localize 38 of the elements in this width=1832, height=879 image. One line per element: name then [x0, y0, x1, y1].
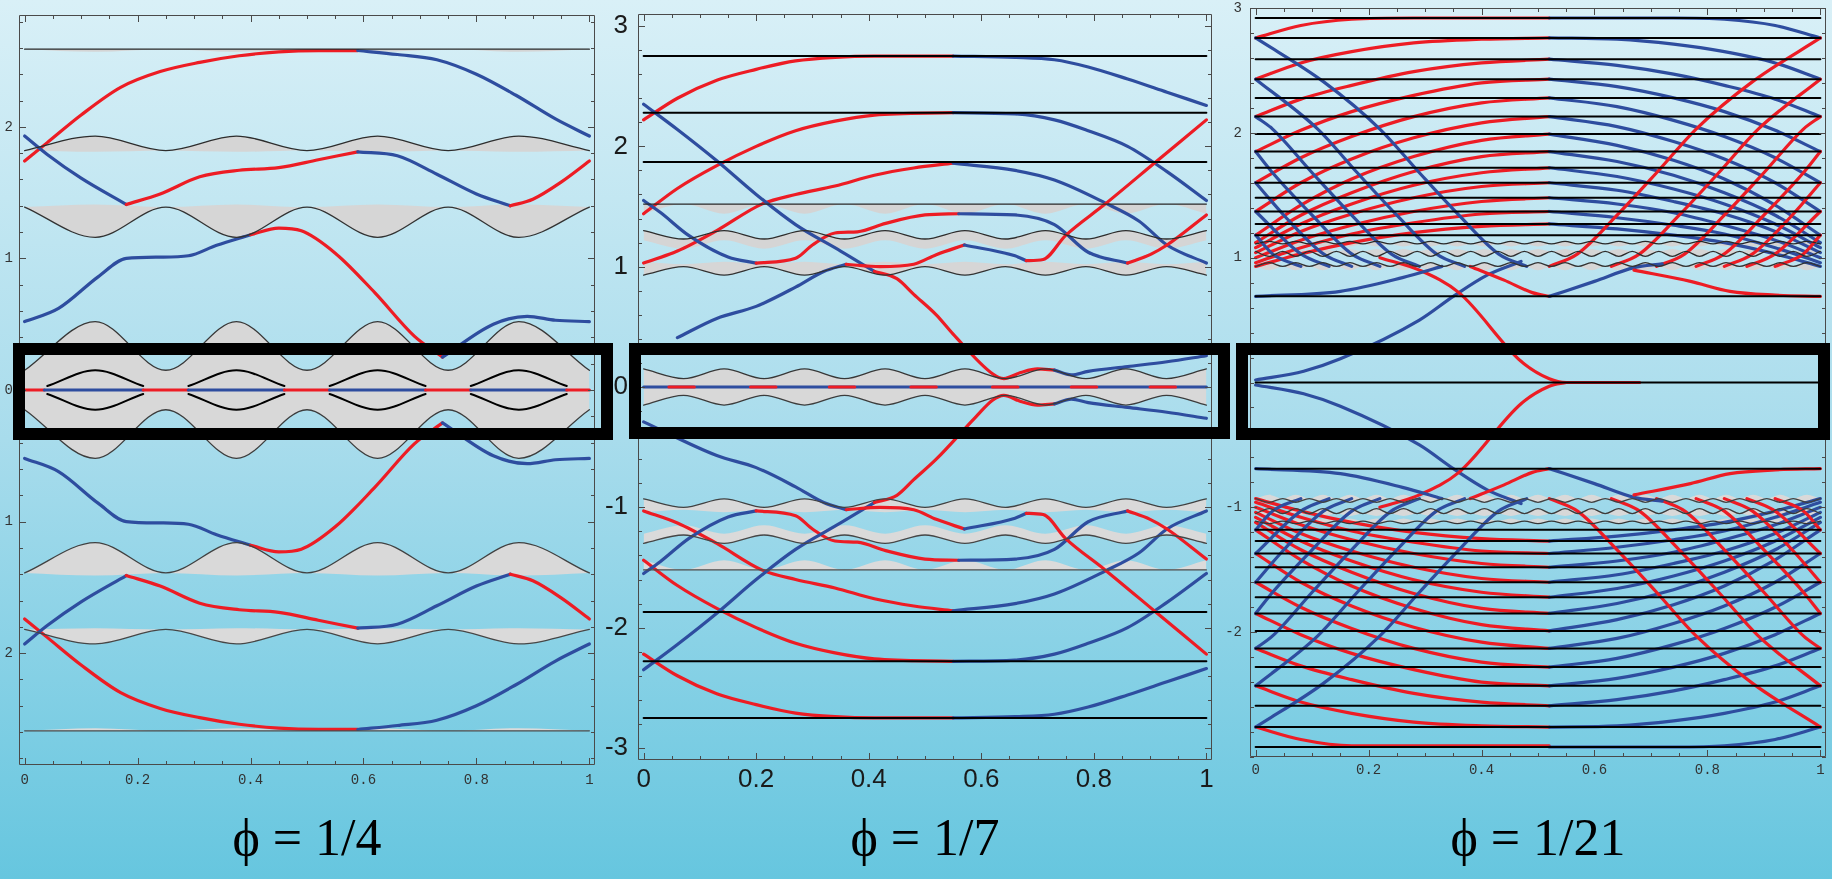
y-tick-label: 2	[4, 118, 13, 135]
y-tick-label: -1	[604, 490, 628, 521]
x-tick-label: 0.2	[738, 762, 775, 793]
x-tick-label: 0.6	[350, 772, 377, 789]
x-axis-title: ϕ = 1/7	[850, 809, 1000, 867]
x-tick-label: 0	[20, 772, 29, 789]
x-tick-label: 0	[636, 762, 651, 793]
y-tick-label: 1	[4, 513, 13, 530]
x-tick-label: 0.4	[850, 762, 887, 793]
x-tick-label: 0.4	[1468, 762, 1495, 779]
x-tick-label: 1	[1816, 762, 1825, 779]
y-tick-label: 3	[613, 9, 628, 40]
y-tick-label: -2	[1225, 623, 1242, 640]
x-tick-label: 0.8	[1075, 762, 1112, 793]
x-tick-label: 0.2	[124, 772, 151, 789]
x-axis-title: ϕ = 1/21	[1450, 809, 1626, 867]
x-tick-label: 1	[585, 772, 594, 789]
y-tick-label: 3	[1233, 0, 1242, 16]
x-tick-label: 0	[1251, 762, 1260, 779]
y-tick-label: 2	[613, 129, 628, 160]
y-tick-label: -1	[1225, 499, 1242, 516]
x-tick-label: 0.4	[237, 772, 264, 789]
x-tick-label: 0.6	[1581, 762, 1608, 779]
x-tick-label: 0.8	[463, 772, 490, 789]
y-tick-label: 0	[4, 381, 13, 398]
x-tick-label: 0.2	[1355, 762, 1382, 779]
y-tick-label: 1	[613, 249, 628, 280]
y-tick-label: -3	[604, 731, 628, 762]
y-tick-label: 1	[4, 250, 13, 267]
y-tick-label: 2	[4, 644, 13, 661]
x-axis-title: ϕ = 1/4	[232, 809, 382, 867]
y-tick-label: -2	[604, 610, 628, 641]
y-tick-label: 1	[1233, 249, 1242, 266]
x-tick-label: 0.6	[963, 762, 1000, 793]
x-tick-label: 0.8	[1694, 762, 1721, 779]
y-tick-label: 2	[1233, 124, 1242, 141]
y-tick-label: 0	[613, 370, 628, 401]
x-tick-label: 1	[1199, 762, 1214, 793]
